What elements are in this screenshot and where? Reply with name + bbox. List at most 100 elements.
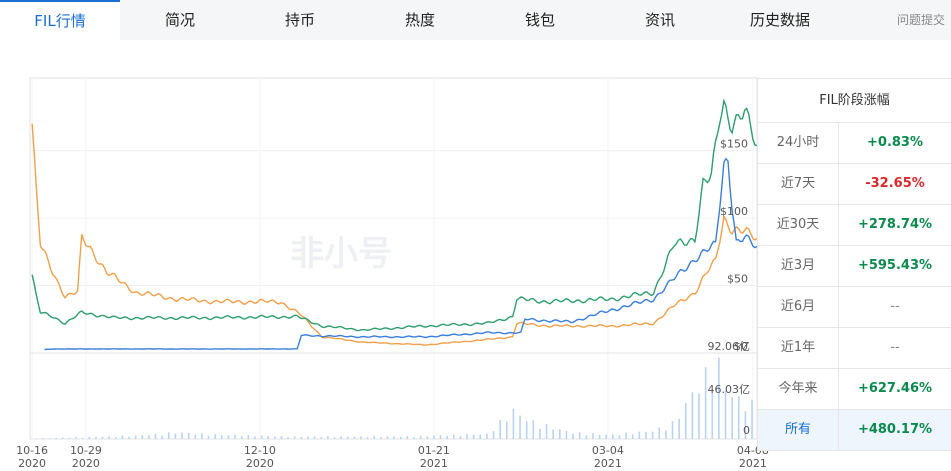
period-row[interactable]: 近30天 +278.74%	[758, 205, 951, 246]
tab-news[interactable]: 资讯	[644, 11, 675, 29]
volume-bar	[532, 420, 535, 439]
volume-bar	[446, 435, 448, 439]
period-row[interactable]: 近7天 -32.65%	[758, 164, 951, 205]
volume-bar	[605, 434, 608, 439]
volume-bars	[35, 357, 753, 439]
volume-bar	[148, 435, 150, 439]
volume-bar	[234, 434, 236, 439]
period-label: 近6月	[758, 287, 839, 327]
volume-bar	[187, 432, 190, 439]
volume-bar	[479, 434, 482, 439]
volume-bar	[207, 435, 210, 439]
period-change-value: +627.46%	[857, 381, 933, 396]
volume-bar	[645, 431, 647, 439]
panel-title: FIL阶段涨幅	[758, 78, 951, 123]
volume-bar	[254, 436, 256, 439]
volume-bar	[61, 437, 64, 439]
volume-bar	[731, 397, 733, 439]
tab-popularity[interactable]: 热度	[404, 11, 435, 29]
volume-bar	[114, 437, 117, 439]
period-row[interactable]: 近1年 --	[758, 328, 951, 369]
volume-bar	[194, 434, 197, 439]
series-orange-line	[31, 123, 758, 346]
tab-history[interactable]: 历史数据	[749, 11, 810, 29]
feedback-link[interactable]: 问题提交	[896, 13, 945, 27]
volume-bar	[393, 436, 395, 439]
volume-bar	[737, 396, 740, 439]
volume-bar	[452, 434, 455, 439]
volume-bar	[134, 435, 137, 439]
series-blue-line	[44, 157, 758, 351]
volume-bar	[631, 434, 634, 439]
volume-bar	[419, 435, 422, 439]
period-row[interactable]: 所有 +480.17%	[758, 410, 951, 451]
volume-bar	[718, 357, 720, 439]
volume-bar	[55, 437, 57, 439]
volume-bar	[572, 433, 574, 439]
volume-bar	[307, 436, 309, 439]
volume-bar	[373, 436, 376, 439]
volume-bar	[658, 427, 661, 439]
volume-bar	[360, 436, 362, 439]
volume-bar	[280, 435, 283, 439]
volume-bar	[154, 433, 157, 439]
volume-bar	[267, 435, 269, 439]
volume-bar	[413, 437, 415, 439]
volume-bar	[592, 433, 594, 439]
period-row[interactable]: 近6月 --	[758, 287, 951, 328]
volume-bar	[406, 436, 409, 439]
tab-wallet[interactable]: 钱包	[524, 11, 555, 29]
volume-bar	[751, 399, 753, 439]
stage-change-panel: FIL阶段涨幅 24小时 +0.83% 近7天 -32.65% 近30天 +278.74%…	[757, 78, 951, 451]
volume-bar	[678, 418, 680, 439]
volume-bar	[227, 435, 230, 439]
period-change-value: +595.43%	[857, 258, 933, 273]
y-tick-labels: $150 $100 $50 $0	[720, 138, 748, 353]
period-change-value: --	[890, 299, 900, 314]
tab-holdings[interactable]: 持币	[284, 11, 315, 29]
volume-bar	[671, 421, 674, 439]
period-change-value: +480.17%	[857, 422, 933, 437]
y-tick-label: $150	[720, 138, 748, 151]
period-change-value: +0.83%	[867, 135, 923, 150]
period-change-value: -32.65%	[865, 176, 925, 191]
volume-bar	[88, 436, 91, 439]
volume-bar	[466, 434, 468, 439]
volume-bar	[512, 408, 515, 439]
volume-bar	[559, 429, 561, 439]
volume-bar	[35, 438, 38, 439]
x-tick-labels: 10-16202010-29202012-10202001-21202103-0…	[16, 444, 769, 470]
volume-bar	[426, 436, 429, 439]
x-tick-date: 12-10	[244, 444, 276, 457]
volume-bar	[320, 436, 323, 439]
volume-bar	[75, 437, 77, 439]
volume-bar	[240, 436, 243, 439]
volume-bar	[486, 433, 488, 439]
volume-bar	[565, 431, 568, 439]
x-tick-year: 2020	[246, 457, 274, 470]
period-row[interactable]: 近3月 +595.43%	[758, 246, 951, 287]
y-tick-label: $0	[734, 340, 748, 353]
period-label: 24小时	[758, 123, 839, 163]
volume-bar	[68, 437, 71, 439]
period-row[interactable]: 今年来 +627.46%	[758, 369, 951, 410]
volume-tick-labels: 92.06亿 46.03亿 0	[708, 340, 751, 437]
volume-bar	[161, 435, 163, 439]
volume-bar	[539, 429, 541, 439]
volume-bar	[598, 434, 601, 439]
volume-bar	[698, 393, 700, 439]
x-tick-year: 2020	[18, 457, 46, 470]
volume-bar	[366, 437, 369, 439]
tab-overview[interactable]: 简况	[164, 11, 195, 29]
volume-bar	[492, 431, 495, 439]
tab-fil-market[interactable]: FIL行情	[0, 0, 120, 40]
volume-bar	[665, 430, 667, 439]
x-tick-date: 03-04	[592, 444, 624, 457]
volume-bar	[174, 433, 177, 439]
volume-bar	[48, 438, 51, 439]
period-label: 近30天	[758, 205, 839, 245]
volume-tick-label: 92.06亿	[708, 340, 751, 353]
period-row[interactable]: 24小时 +0.83%	[758, 123, 951, 164]
volume-bar	[101, 436, 104, 439]
